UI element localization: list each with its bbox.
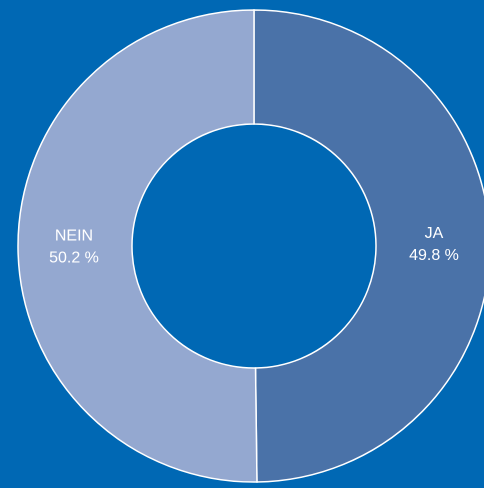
slice-label: NEIN — [55, 227, 93, 244]
donut-slice — [253, 9, 484, 483]
slice-label: JA — [425, 225, 444, 242]
donut-slice — [17, 9, 258, 483]
slice-value-label: 49.8 % — [409, 247, 459, 264]
slice-value-label: 50.2 % — [49, 249, 99, 266]
